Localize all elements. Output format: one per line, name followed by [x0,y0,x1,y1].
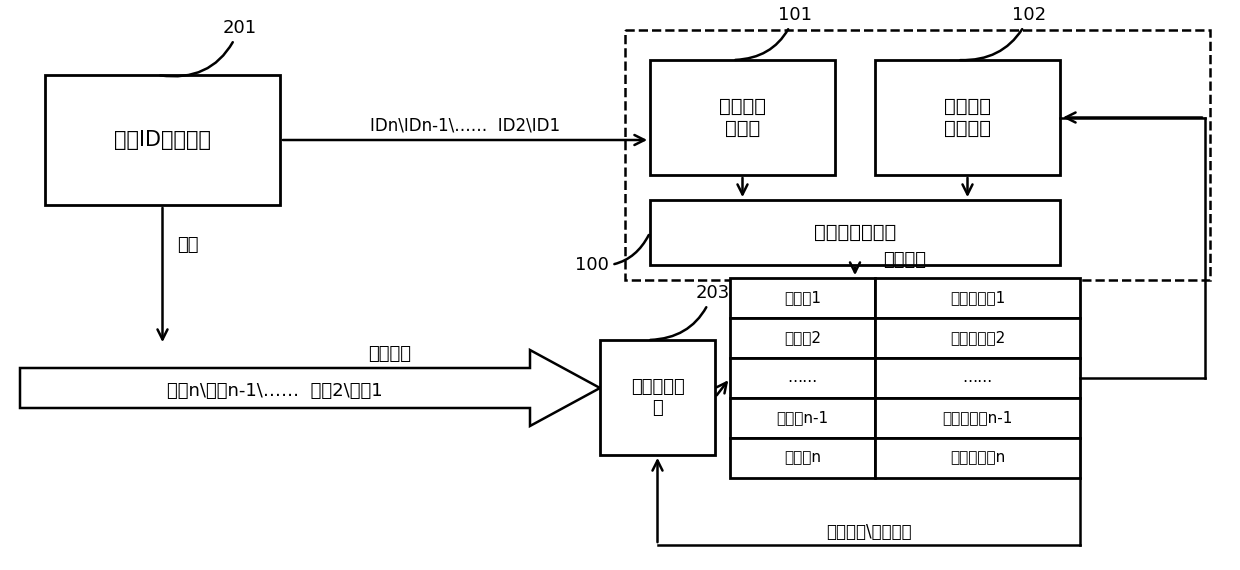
Text: 检测状态字n-1: 检测状态字n-1 [942,410,1013,425]
FancyBboxPatch shape [875,278,1080,318]
FancyBboxPatch shape [650,200,1060,265]
FancyBboxPatch shape [875,318,1080,358]
FancyBboxPatch shape [730,278,875,318]
FancyBboxPatch shape [875,398,1080,438]
Text: 进料次序\丢料判断: 进料次序\丢料判断 [826,523,911,541]
Text: 合成列表: 合成列表 [883,251,926,269]
Text: 203: 203 [650,284,730,340]
Text: ……: …… [787,370,817,385]
Text: 识别码2: 识别码2 [784,331,821,345]
Text: 检测状态字1: 检测状态字1 [950,291,1006,306]
Text: 路径监控网
路: 路径监控网 路 [631,378,684,417]
Text: 路径监控
通信模块: 路径监控 通信模块 [944,97,991,138]
FancyBboxPatch shape [875,60,1060,175]
FancyBboxPatch shape [650,60,835,175]
Text: 201: 201 [160,19,257,76]
Text: ……: …… [962,370,993,385]
FancyBboxPatch shape [730,318,875,358]
Text: 检测状态字2: 检测状态字2 [950,331,1006,345]
FancyBboxPatch shape [875,358,1080,398]
Text: 检测控制工作站: 检测控制工作站 [813,223,897,242]
Text: 101: 101 [735,6,811,60]
FancyBboxPatch shape [730,438,875,478]
Text: 以太网通
信模块: 以太网通 信模块 [719,97,766,138]
Text: 扫描: 扫描 [177,236,198,254]
Text: 102: 102 [960,6,1047,60]
FancyBboxPatch shape [625,30,1210,280]
Text: IDn\IDn-1\……  ID2\ID1: IDn\IDn-1\…… ID2\ID1 [370,116,560,134]
Text: 检测状态字n: 检测状态字n [950,450,1006,466]
Text: 识别码n: 识别码n [784,450,821,466]
Polygon shape [20,350,600,426]
FancyBboxPatch shape [730,358,875,398]
FancyBboxPatch shape [730,398,875,438]
Text: 100: 100 [575,235,649,275]
Text: 物料ID识别装置: 物料ID识别装置 [114,130,211,150]
FancyBboxPatch shape [45,75,280,205]
Text: 标识n\标识n-1\……  标识2\标识1: 标识n\标识n-1\…… 标识2\标识1 [167,382,383,400]
Text: 识别码1: 识别码1 [784,291,821,306]
Text: 识别码n-1: 识别码n-1 [776,410,828,425]
FancyBboxPatch shape [600,340,715,455]
Text: 进料方向: 进料方向 [368,345,412,363]
FancyBboxPatch shape [875,438,1080,478]
